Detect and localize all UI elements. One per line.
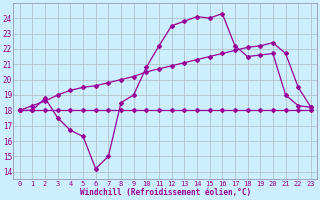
X-axis label: Windchill (Refroidissement éolien,°C): Windchill (Refroidissement éolien,°C) bbox=[80, 188, 251, 197]
